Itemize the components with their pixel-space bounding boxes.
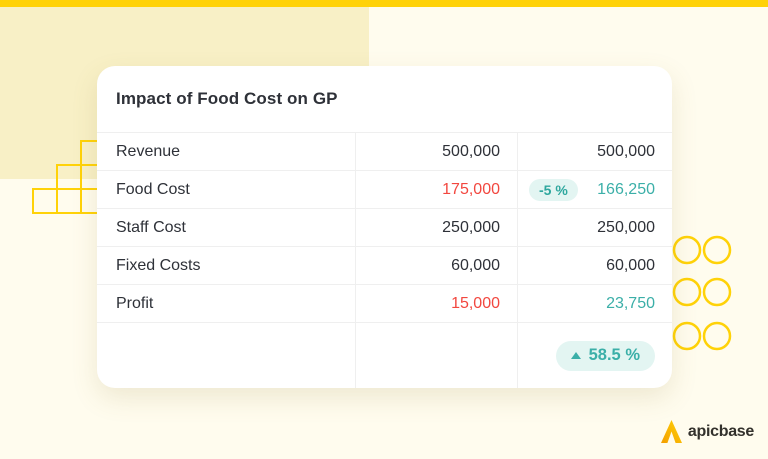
- empty-cell: [97, 323, 355, 388]
- change-percentage-badge: -5 %: [529, 178, 578, 201]
- row-label: Staff Cost: [116, 218, 186, 236]
- value-after: 23,750: [517, 285, 672, 322]
- value-before: 250,000: [355, 209, 517, 246]
- gp-increase-value: 58.5 %: [588, 346, 640, 364]
- summary-cell: 58.5 %: [517, 323, 672, 388]
- card-title: Impact of Food Cost on GP: [116, 89, 338, 108]
- row-label: Profit: [116, 294, 154, 312]
- row-label: Food Cost: [116, 180, 190, 198]
- table-row-profit: Profit 15,000 23,750: [97, 284, 672, 322]
- value-after: 500,000: [517, 133, 672, 170]
- apicbase-logo-icon: [660, 420, 682, 443]
- value-before: 15,000: [355, 285, 517, 322]
- value-after-cell: -5 % 166,250: [517, 171, 672, 208]
- value-before: 500,000: [355, 133, 517, 170]
- gp-increase-badge: 58.5 %: [555, 340, 655, 371]
- value-after: 60,000: [517, 247, 672, 284]
- brand-name: apicbase: [687, 422, 754, 440]
- value-before: 175,000: [355, 171, 517, 208]
- value-after: 166,250: [597, 180, 655, 198]
- apicbase-logo: apicbase: [660, 420, 754, 443]
- table-row-fixed-costs: Fixed Costs 60,000 60,000: [97, 246, 672, 284]
- empty-cell: [355, 323, 517, 388]
- table-row-revenue: Revenue 500,000 500,000: [97, 132, 672, 170]
- table-row-food-cost: Food Cost 175,000 -5 % 166,250: [97, 170, 672, 208]
- table-row-staff-cost: Staff Cost 250,000 250,000: [97, 208, 672, 246]
- row-label: Revenue: [116, 142, 181, 160]
- circle-grid-decoration: [672, 235, 732, 351]
- food-cost-impact-card: Impact of Food Cost on GP Revenue 500,00…: [97, 66, 672, 388]
- value-after: 250,000: [517, 209, 672, 246]
- value-before: 60,000: [355, 247, 517, 284]
- table-row-summary: 58.5 %: [97, 322, 672, 388]
- row-label: Fixed Costs: [116, 256, 201, 274]
- arrow-up-icon: [570, 352, 581, 359]
- top-accent-strip: [0, 0, 768, 7]
